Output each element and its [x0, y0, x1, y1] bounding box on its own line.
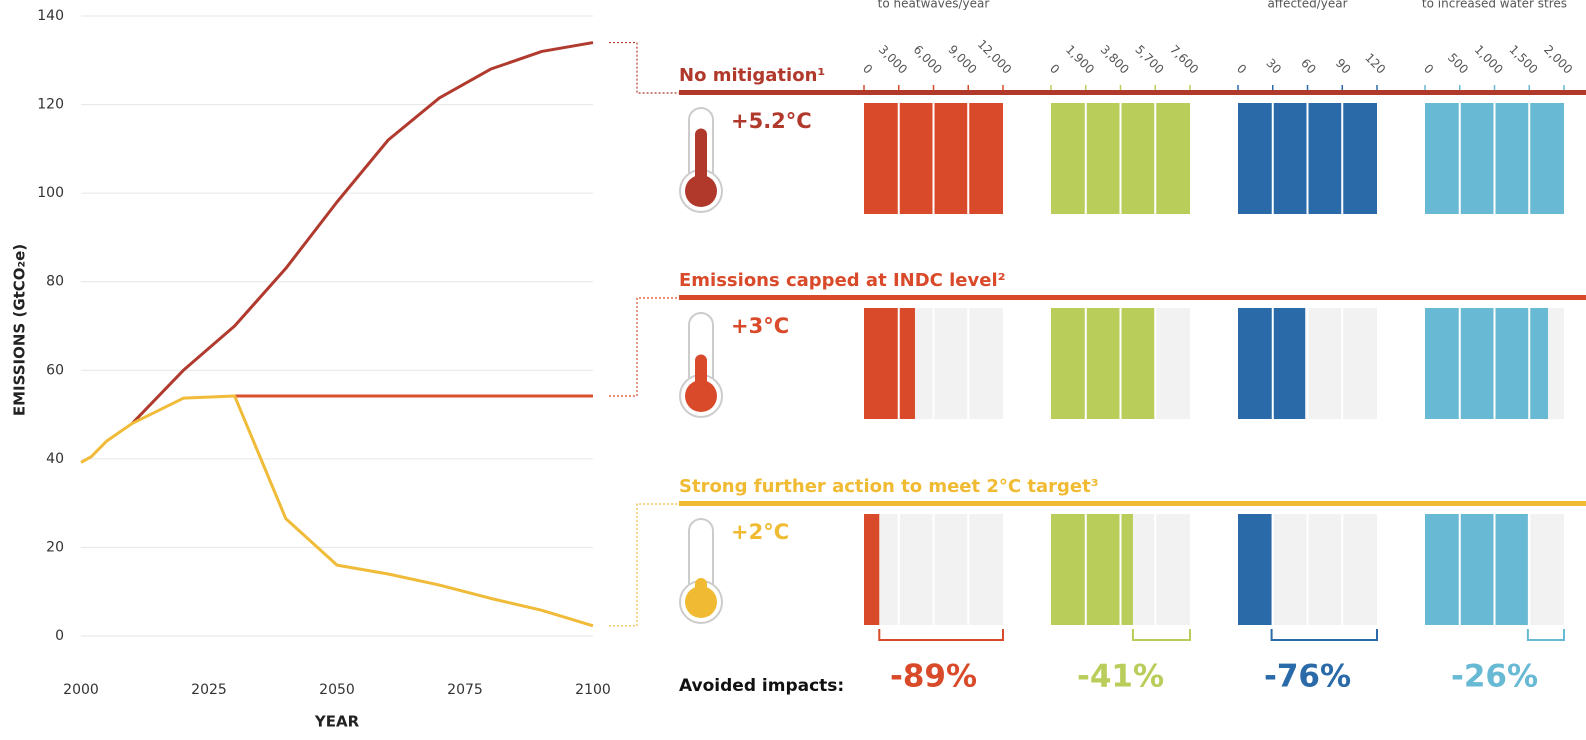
scenario-rule [679, 295, 1586, 300]
avoided-value: -76% [1264, 659, 1351, 695]
bracket [1131, 629, 1191, 641]
bar [1238, 514, 1272, 625]
y-axis-label: EMISSIONS (GtCO₂e) [11, 244, 29, 416]
tick-label: 9,000 [945, 42, 979, 76]
tick-label: 60 [1298, 56, 1319, 77]
thermometer-bulb [685, 175, 717, 207]
thermometer-bulb [685, 586, 717, 618]
y-tick-label: 0 [55, 628, 64, 644]
x-tick-label: 2050 [319, 682, 355, 698]
scenario-title: Emissions capped at INDC level² [679, 270, 1006, 291]
bar [1051, 308, 1156, 419]
tick-label: 7,600 [1167, 42, 1201, 76]
column-header: to increased water stres [1422, 0, 1567, 11]
y-tick-label: 100 [37, 185, 64, 201]
tick-label: 1,900 [1063, 42, 1097, 76]
temperature: +3°C [731, 314, 789, 338]
column-header: affected/year [1267, 0, 1347, 11]
tick-label: 5,700 [1132, 42, 1166, 76]
y-tick-label: 20 [46, 539, 64, 555]
tick-label: 1,000 [1472, 42, 1506, 76]
thermometer-bulb [685, 380, 717, 412]
tick-label: 0 [1421, 61, 1436, 76]
x-tick-label: 2075 [447, 682, 483, 698]
y-tick-label: 60 [46, 362, 64, 378]
bar [1425, 308, 1549, 419]
avoided-label: Avoided impacts: [679, 676, 844, 696]
scenario-rule [679, 501, 1586, 506]
y-tick-label: 140 [37, 8, 64, 24]
connector [609, 503, 679, 627]
x-tick-label: 2025 [191, 682, 227, 698]
bar [1425, 514, 1528, 625]
scenario-title: No mitigation¹ [679, 65, 825, 86]
line [80, 394, 594, 628]
tick-label: 3,000 [876, 42, 910, 76]
avoided-value: -26% [1451, 659, 1538, 695]
temperature: +5.2°C [731, 109, 812, 133]
tick-label: 2,000 [1541, 42, 1575, 76]
avoided-value: -89% [890, 659, 977, 695]
bar [1051, 514, 1133, 625]
scenario-rule [679, 90, 1586, 95]
tick-label: 500 [1445, 50, 1471, 76]
bar [1238, 308, 1306, 419]
tick-label: 3,800 [1098, 42, 1132, 76]
tick-label: 120 [1362, 50, 1388, 76]
tick-label: 6,000 [911, 42, 945, 76]
bar [864, 308, 915, 419]
connector [609, 41, 679, 94]
tick-label: 12,000 [975, 37, 1015, 77]
column-header: to heatwaves/year [878, 0, 990, 11]
temperature: +2°C [731, 520, 789, 544]
line [131, 41, 594, 425]
tick-label: 0 [1234, 61, 1249, 76]
bracket [1270, 629, 1378, 641]
tick-label: 0 [860, 61, 875, 76]
y-tick-label: 40 [46, 451, 64, 467]
y-tick-label: 80 [46, 274, 64, 290]
x-axis-label: YEAR [314, 713, 360, 731]
y-tick-label: 120 [37, 97, 64, 113]
tick-label: 90 [1333, 56, 1354, 77]
avoided-value: -41% [1077, 659, 1164, 695]
scenario-title: Strong further action to meet 2°C target… [679, 476, 1099, 497]
x-tick-label: 2000 [63, 682, 99, 698]
connector [609, 297, 679, 397]
bar [864, 514, 880, 625]
tick-label: 1,500 [1506, 42, 1540, 76]
tick-label: 30 [1263, 56, 1284, 77]
bracket [878, 629, 1004, 641]
bracket [1526, 629, 1565, 641]
x-tick-label: 2100 [575, 682, 611, 698]
tick-label: 0 [1047, 61, 1062, 76]
